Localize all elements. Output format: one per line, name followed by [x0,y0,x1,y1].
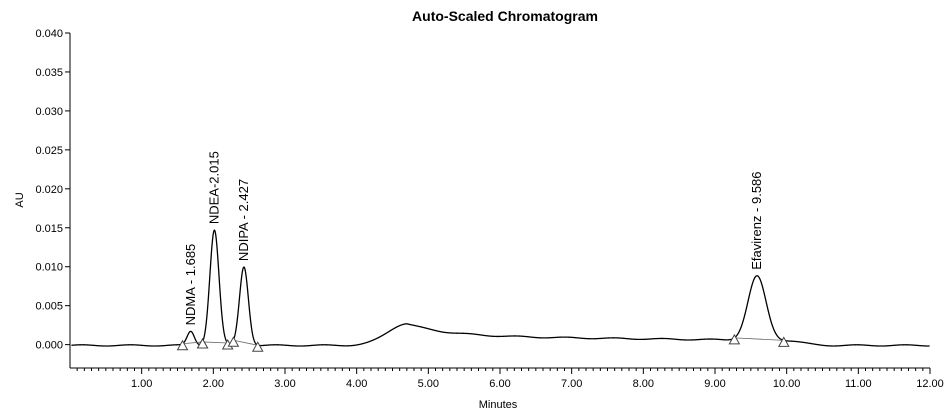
peak-labels: NDMA - 1.685 NDEA-2.015 NDIPA - 2.427 Efavi… [183,151,764,325]
peak-baseline [182,341,203,345]
peak-marker-triangle [196,337,209,349]
y-tick-label: 0.000 [35,340,63,352]
peak-label: NDEA-2.015 [206,151,221,224]
peak-baseline [734,337,784,341]
y-tick-label: 0.040 [35,28,63,40]
y-tick-label: 0.020 [35,184,63,196]
x-tick-label: 6.00 [489,378,510,390]
y-tick-label: 0.010 [35,262,63,274]
peak-baseline [233,339,258,346]
peak-markers [176,333,790,352]
y-tick-label: 0.035 [35,67,63,79]
trace-layer [71,229,930,347]
x-tick-label: 4.00 [346,378,367,390]
peak-baseline [202,341,228,344]
axes: 0.000 0.005 0.010 0.015 0.020 0.025 0.030 0.035… [35,28,943,390]
peak-marker-triangle [176,339,189,351]
y-axis-label: AU [14,192,26,207]
x-tick-label: 5.00 [418,378,439,390]
x-tick-label: 3.00 [274,378,295,390]
x-tick-label: 7.00 [561,378,582,390]
peak-label: NDIPA - 2.427 [236,179,251,261]
peak-marker-triangle [227,336,240,347]
x-tick-label: 9.00 [704,378,725,390]
peak-marker-triangle [777,336,790,347]
x-tick-label: 1.00 [131,378,152,390]
x-axis-label: Minutes [479,399,518,411]
peak-marker-triangle [728,333,741,345]
peak-marker-triangle [251,341,264,352]
y-tick-label: 0.025 [35,145,63,157]
x-tick-label: 11.00 [845,378,872,390]
x-tick-label: 10.00 [773,378,801,390]
y-tick-label: 0.015 [35,223,63,235]
x-tick-label: 8.00 [633,378,654,390]
x-tick-label: 12.00 [916,378,944,390]
peak-label: NDMA - 1.685 [183,244,198,326]
peak-label: Efavirenz - 9.586 [749,171,764,269]
x-tick-label: 2.00 [203,378,224,390]
chromatogram-trace [71,229,930,347]
y-tick-label: 0.005 [35,301,63,313]
y-tick-label: 0.030 [35,106,63,118]
chart-title: Auto-Scaled Chromatogram [412,8,598,24]
